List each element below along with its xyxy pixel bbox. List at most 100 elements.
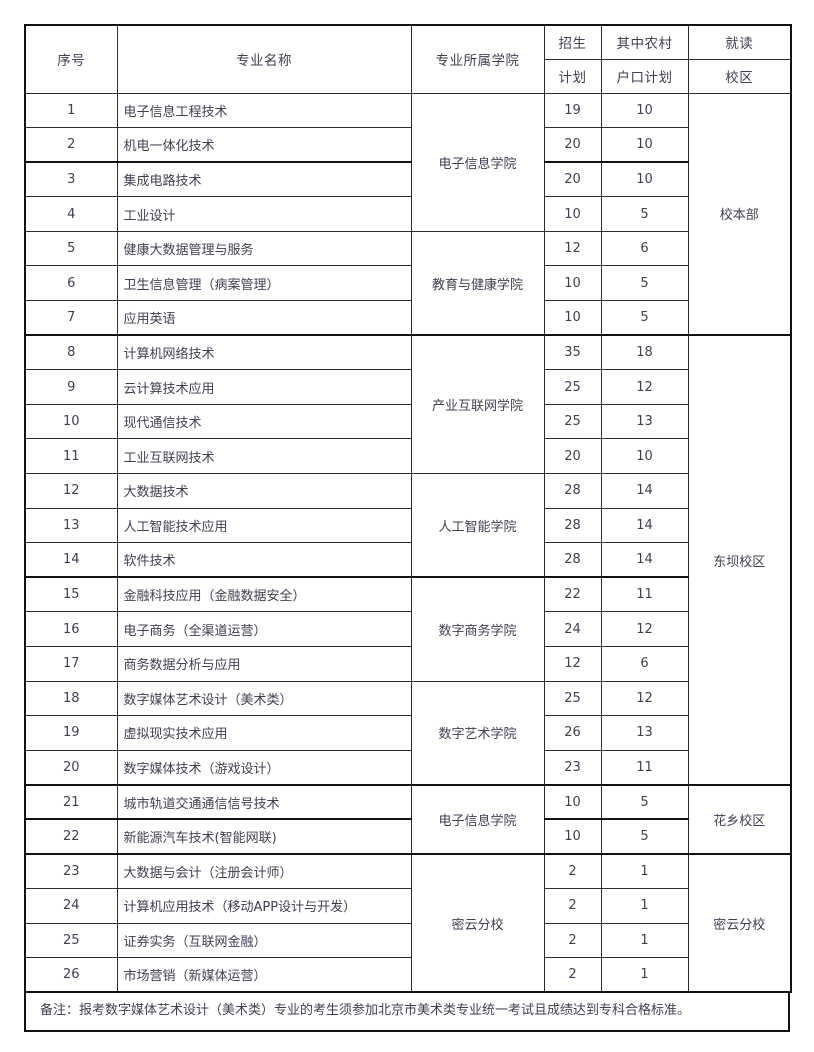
cell-plan: 12	[543, 230, 602, 267]
cell-institute: 电子信息学院	[410, 92, 545, 232]
cell-major: 电子信息工程技术	[116, 92, 412, 129]
cell-campus: 密云分校	[687, 853, 792, 993]
col-header-index: 序号	[24, 24, 118, 94]
cell-index: 6	[24, 265, 118, 302]
cell-plan: 10	[543, 196, 602, 232]
cell-institute: 数字艺术学院	[410, 680, 545, 786]
cell-rural: 5	[600, 783, 689, 820]
cell-index: 25	[24, 922, 118, 959]
cell-plan: 23	[543, 749, 602, 786]
cell-rural: 1	[600, 922, 689, 959]
col-header-rural-bottom: 户口计划	[600, 58, 689, 94]
cell-plan: 2	[543, 888, 602, 924]
table-row: 26 市场营销（新媒体运营） 2 1	[24, 957, 791, 993]
table-row: 19 虚拟现实技术应用 26 13	[24, 715, 791, 751]
col-header-major: 专业名称	[116, 24, 412, 94]
table-row: 1 电子信息工程技术 电子信息学院 19 10 校本部	[24, 92, 792, 336]
cell-major: 市场营销（新媒体运营）	[116, 957, 412, 993]
cell-plan: 28	[543, 542, 602, 578]
cell-rural: 12	[600, 611, 689, 647]
cell-plan: 20	[543, 127, 602, 163]
table-row: 5 健康大数据管理与服务 教育与健康学院 12 6	[24, 230, 791, 336]
cell-major: 数字媒体技术（游戏设计）	[116, 749, 412, 786]
cell-major: 新能源汽车技术(智能网联)	[116, 818, 412, 855]
cell-rural: 10	[600, 438, 689, 475]
cell-index: 22	[24, 818, 118, 855]
cell-rural: 18	[600, 334, 689, 371]
table-row: 8 计算机网络技术 产业互联网学院 35 18 东坝校区	[24, 334, 792, 786]
cell-plan: 22	[543, 576, 602, 613]
cell-rural: 11	[600, 749, 689, 786]
table-row: 10 现代通信技术 25 13	[24, 403, 791, 440]
table-row: 6 卫生信息管理（病案管理） 10 5	[24, 265, 791, 302]
cell-institute: 产业互联网学院	[410, 334, 545, 475]
table-row: 13 人工智能技术应用 28 14	[24, 507, 791, 544]
cell-plan: 20	[543, 438, 602, 475]
cell-plan: 25	[543, 403, 602, 440]
table-row: 24 计算机应用技术（移动APP设计与开发） 2 1	[24, 888, 791, 924]
cell-major: 集成电路技术	[116, 161, 412, 198]
table-row: 9 云计算技术应用 25 12	[24, 369, 791, 405]
header-row-top: 序号 专业名称 专业所属学院 招生 其中农村 就读	[24, 24, 792, 94]
table-row: 16 电子商务（全渠道运营） 24 12	[24, 611, 791, 647]
cell-rural: 11	[600, 576, 689, 613]
cell-index: 17	[24, 646, 118, 682]
cell-plan: 28	[543, 507, 602, 544]
table-row: 3 集成电路技术 20 10	[24, 161, 791, 198]
cell-major: 金融科技应用（金融数据安全）	[116, 576, 412, 613]
cell-index: 20	[24, 749, 118, 786]
cell-major: 工业设计	[116, 196, 412, 232]
cell-major: 大数据技术	[116, 473, 412, 509]
cell-plan: 2	[543, 957, 602, 993]
table-head: 序号 专业名称 专业所属学院 招生 其中农村 就读 计划 户口计划 校区	[24, 24, 792, 94]
cell-major: 商务数据分析与应用	[116, 646, 412, 682]
col-header-campus-bottom: 校区	[687, 58, 792, 94]
cell-plan: 25	[543, 369, 602, 405]
table-row: 25 证券实务（互联网金融） 2 1	[24, 922, 791, 959]
cell-rural: 12	[600, 369, 689, 405]
table-row: 22 新能源汽车技术(智能网联) 10 5	[24, 818, 791, 855]
cell-plan: 25	[543, 680, 602, 717]
cell-index: 1	[24, 92, 118, 129]
cell-institute: 电子信息学院	[410, 783, 545, 855]
cell-rural: 5	[600, 265, 689, 302]
table-row: 4 工业设计 10 5	[24, 196, 791, 232]
cell-rural: 12	[600, 680, 689, 717]
cell-major: 现代通信技术	[116, 403, 412, 440]
cell-rural: 5	[600, 818, 689, 855]
cell-major: 应用英语	[116, 300, 412, 336]
cell-index: 4	[24, 196, 118, 232]
cell-plan: 10	[543, 783, 602, 820]
cell-institute: 人工智能学院	[410, 473, 545, 578]
cell-rural: 10	[600, 161, 689, 198]
cell-index: 5	[24, 230, 118, 267]
cell-rural: 13	[600, 403, 689, 440]
cell-index: 24	[24, 888, 118, 924]
cell-rural: 1	[600, 957, 689, 993]
table-row: 17 商务数据分析与应用 12 6	[24, 646, 791, 682]
cell-index: 23	[24, 853, 118, 890]
cell-institute: 教育与健康学院	[410, 230, 545, 336]
table-row: 14 软件技术 28 14	[24, 542, 791, 578]
cell-major: 电子商务（全渠道运营）	[116, 611, 412, 647]
cell-major: 卫生信息管理（病案管理）	[116, 265, 412, 302]
cell-major: 城市轨道交通通信信号技术	[116, 783, 412, 820]
cell-index: 15	[24, 576, 118, 613]
cell-plan: 28	[543, 473, 602, 509]
cell-rural: 1	[600, 888, 689, 924]
table-row: 2 机电一体化技术 20 10	[24, 127, 791, 163]
cell-plan: 20	[543, 161, 602, 198]
cell-major: 数字媒体艺术设计（美术类）	[116, 680, 412, 717]
cell-rural: 10	[600, 127, 689, 163]
table-body: 1 电子信息工程技术 电子信息学院 19 10 校本部 2 机电一体化技术 20 10 3 集成电路技…	[24, 92, 792, 993]
table-row: 23 大数据与会计（注册会计师） 密云分校 2 1 密云分校	[24, 853, 792, 993]
cell-major: 机电一体化技术	[116, 127, 412, 163]
header-row-bottom: 计划 户口计划 校区	[25, 58, 792, 94]
cell-index: 18	[24, 680, 118, 717]
table-row: 18 数字媒体艺术设计（美术类） 数字艺术学院 25 12	[24, 680, 791, 786]
cell-major: 云计算技术应用	[116, 369, 412, 405]
table-row: 11 工业互联网技术 20 10	[24, 438, 791, 475]
table-row: 20 数字媒体技术（游戏设计） 23 11	[24, 749, 791, 786]
table-row: 15 金融科技应用（金融数据安全） 数字商务学院 22 11	[24, 576, 791, 682]
